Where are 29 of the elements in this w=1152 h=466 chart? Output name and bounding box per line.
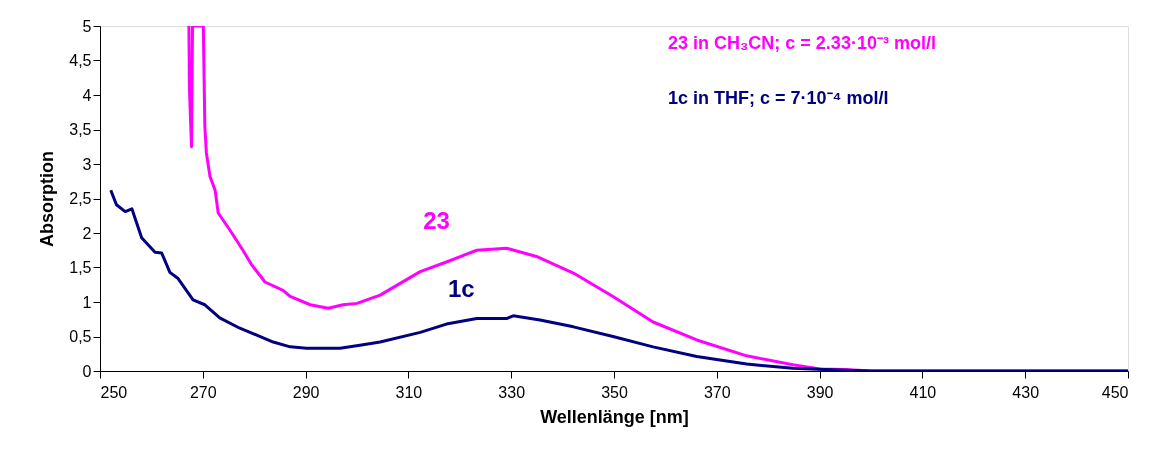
x-tick-label: 350 bbox=[601, 383, 628, 401]
y-axis-title: Absorption bbox=[37, 151, 58, 247]
x-tick-label: 390 bbox=[806, 383, 834, 401]
x-tick-label: 270 bbox=[189, 383, 217, 401]
y-tick-label: 0 bbox=[82, 362, 92, 380]
x-tick-label: 370 bbox=[703, 383, 731, 401]
y-tick-label: 2,5 bbox=[69, 190, 92, 207]
y-tick-label: 1 bbox=[82, 293, 92, 311]
x-tick-label: 330 bbox=[498, 383, 526, 401]
x-axis-title: Wellenlänge [nm] bbox=[540, 406, 689, 427]
y-tick-label: 0,5 bbox=[69, 328, 92, 345]
y-tick-label: 1,5 bbox=[69, 259, 92, 276]
y-tick-label: 3 bbox=[82, 155, 92, 173]
x-tick-label: 290 bbox=[292, 383, 320, 401]
line-series bbox=[109, 188, 1128, 371]
y-tick-label: 2 bbox=[82, 224, 92, 242]
x-tick-label: 250 bbox=[100, 383, 128, 401]
annotation: 1c bbox=[447, 274, 475, 302]
y-tick-label: 5 bbox=[82, 17, 92, 35]
y-tick-label: 3,5 bbox=[69, 121, 92, 138]
x-tick-label: 430 bbox=[1012, 383, 1040, 401]
x-tick-label: 310 bbox=[395, 383, 423, 401]
y-tick-label: 4 bbox=[82, 86, 92, 104]
x-tick-label: 410 bbox=[909, 383, 937, 401]
text: 1c in THF; c = 7·10⁻⁴ mol/l bbox=[668, 88, 889, 108]
y-tick-label: 4,5 bbox=[69, 52, 92, 69]
text: 23 in CH₃CN; c = 2.33·10⁻³ mol/l bbox=[668, 33, 936, 53]
x-tick-label: 450 bbox=[1101, 383, 1129, 401]
annotation: 23 bbox=[423, 207, 450, 235]
